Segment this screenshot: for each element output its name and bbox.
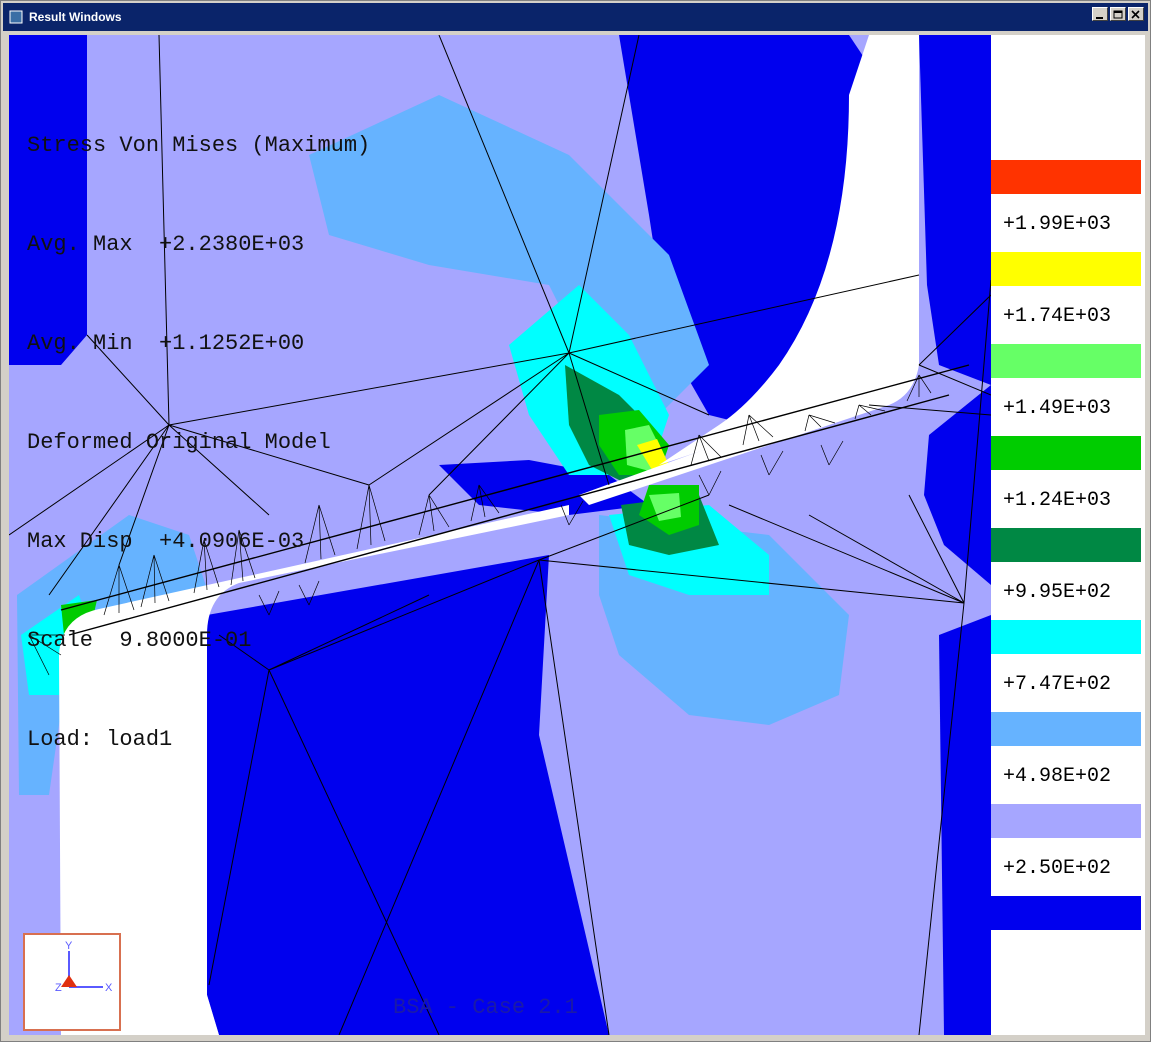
legend-label: +1.24E+03: [1003, 489, 1112, 512]
info-result-type: Stress Von Mises (Maximum): [27, 133, 371, 158]
legend-swatch: [991, 436, 1141, 470]
title-bar[interactable]: Result Windows: [3, 3, 1148, 31]
legend-swatch: [991, 160, 1141, 194]
case-label: BSA - Case 2.1: [393, 995, 578, 1020]
mesh-lines: [9, 35, 991, 1035]
axis-y-label: Y: [65, 940, 73, 952]
minimize-icon: [1096, 17, 1103, 19]
color-legend: +1.99E+03 +1.74E+03 +1.49E+03 +1.24E+03 …: [991, 35, 1145, 1035]
info-avg-max: Avg. Max +2.2380E+03: [27, 232, 305, 257]
legend-label: +9.95E+02: [1003, 581, 1112, 604]
legend-swatch: [991, 804, 1141, 838]
legend-swatch: [991, 896, 1141, 930]
contour-region: [207, 555, 609, 1035]
axis-triad-icon: Y X Z: [55, 940, 113, 994]
info-avg-min: Avg. Min +1.1252E+00: [27, 331, 305, 356]
legend-label: +7.47E+02: [1003, 673, 1112, 696]
legend-swatch: [991, 712, 1141, 746]
legend-swatch: [991, 344, 1141, 378]
slot-region: [659, 35, 897, 465]
legend-swatch: [991, 252, 1141, 286]
legend-swatch: [991, 528, 1141, 562]
legend-swatch: [991, 620, 1141, 654]
contour-region: [939, 615, 991, 1035]
contour-region: [17, 515, 209, 795]
slot-region: [59, 505, 569, 1035]
legend-label: +1.99E+03: [1003, 213, 1112, 236]
maximize-icon: [1113, 10, 1123, 19]
contour-region: [9, 35, 87, 365]
window-title: Result Windows: [29, 10, 122, 24]
info-scale: Scale 9.8000E-01: [27, 628, 252, 653]
app-icon: [9, 10, 23, 24]
axis-triad: Y X Z: [23, 933, 121, 1031]
legend-label: +1.74E+03: [1003, 305, 1112, 328]
contour-region: [924, 385, 991, 585]
mesh-fan: [28, 374, 932, 676]
contour-region: [919, 35, 991, 385]
info-model-mode: Deformed Original Model: [27, 430, 331, 455]
legend-label: +1.49E+03: [1003, 397, 1112, 420]
info-load: Load: load1: [27, 727, 173, 752]
stress-contour-plot: [9, 35, 991, 1035]
axis-z-label: Z: [55, 982, 62, 994]
maximize-button[interactable]: [1110, 7, 1126, 21]
result-viewport[interactable]: Stress Von Mises (Maximum) Avg. Max +2.2…: [9, 35, 1145, 1035]
close-button[interactable]: [1128, 7, 1144, 21]
close-icon: [1131, 10, 1140, 19]
minimize-button[interactable]: [1092, 7, 1108, 21]
axis-x-label: X: [105, 982, 113, 994]
legend-label: +2.50E+02: [1003, 857, 1112, 880]
contour-region: [649, 493, 681, 521]
result-info-block: Stress Von Mises (Maximum) Avg. Max +2.2…: [27, 63, 370, 822]
legend-label: +4.98E+02: [1003, 765, 1112, 788]
info-max-disp: Max Disp +4.0906E-03: [27, 529, 305, 554]
